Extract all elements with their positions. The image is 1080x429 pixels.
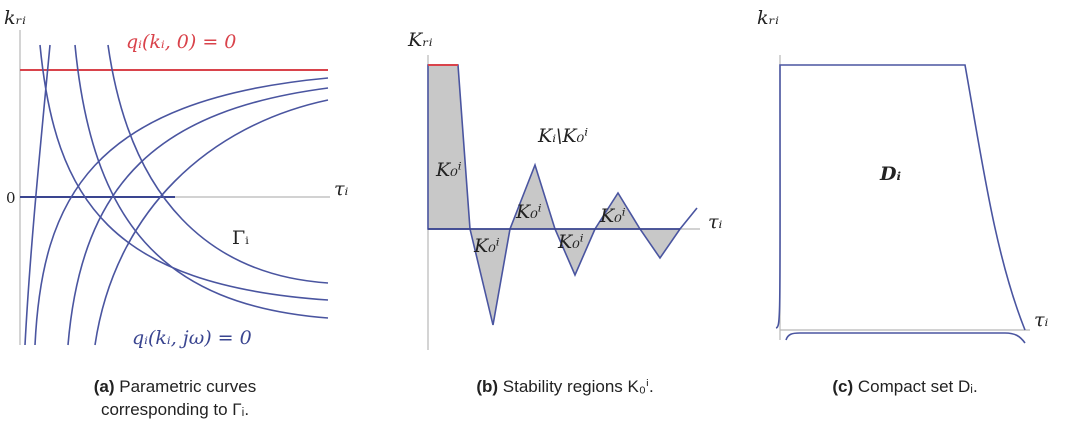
region-label: Γᵢ [232, 227, 249, 249]
caption-text: corresponding to Γᵢ. [101, 400, 249, 419]
region-label: K₀ⁱ [557, 231, 584, 253]
region-label: K₀ⁱ [473, 235, 500, 257]
curve [94, 99, 329, 346]
stability-region [470, 165, 680, 325]
curve [74, 44, 329, 319]
y-axis-label: kᵣᵢ [4, 7, 26, 29]
caption-tag: (c) [832, 377, 853, 396]
caption: (c) Compact set Dᵢ. [832, 377, 977, 396]
set-boundary [775, 64, 1026, 331]
curve [107, 44, 329, 284]
set-label: Dᵢ [879, 163, 901, 185]
boundary-curve [469, 162, 698, 326]
complement-label: Kᵢ\K₀ⁱ [537, 125, 588, 147]
region-label: K₀ⁱ [515, 201, 542, 223]
y-axis-label: kᵣᵢ [757, 7, 779, 29]
curve [34, 77, 329, 346]
stability-region [427, 64, 471, 230]
caption-text: Stability regions K₀ⁱ. [503, 377, 654, 396]
curve [39, 44, 329, 301]
x-axis-label: τᵢ [1034, 309, 1049, 331]
panel-c: kᵣᵢ Dᵢ τᵢ (c) Compact set Dᵢ. [757, 7, 1049, 396]
blue-curve-label: qᵢ(kᵢ, jω) = 0 [132, 327, 252, 349]
lower-curve [785, 332, 1026, 344]
caption-text: Parametric curves [119, 377, 256, 396]
y-axis-label: Kᵣᵢ [407, 29, 433, 51]
caption-tag: (b) [476, 377, 498, 396]
zero-label: 0 [6, 189, 16, 207]
x-axis-label: τᵢ [708, 211, 723, 233]
panel-a: kᵣᵢ qᵢ(kᵢ, 0) = 0 0 τᵢ Γᵢ qᵢ(kᵢ, jω) = 0… [4, 7, 349, 419]
curve [24, 44, 51, 346]
caption-tag: (a) [94, 377, 115, 396]
curve [67, 87, 329, 346]
caption: (b) Stability regions K₀ⁱ. [476, 377, 653, 396]
caption: (a) Parametric curves [94, 377, 257, 396]
panel-b: Kᵣᵢ Kᵢ\K₀ⁱ K₀ⁱ K₀ⁱ K₀ⁱ K₀ⁱ K₀ⁱ τᵢ (b) St… [407, 29, 723, 396]
x-axis-label: τᵢ [334, 178, 349, 200]
red-curve-label: qᵢ(kᵢ, 0) = 0 [126, 31, 236, 53]
region-label: K₀ⁱ [435, 159, 462, 181]
caption-text: Compact set Dᵢ. [858, 377, 978, 396]
region-label: K₀ⁱ [599, 205, 626, 227]
